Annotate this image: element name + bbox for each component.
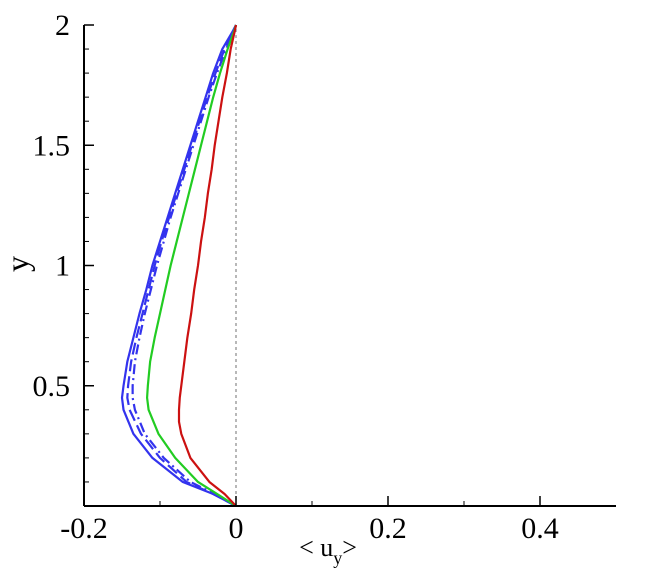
x-axis-label: < uy>	[299, 533, 357, 568]
y-axis-label: y	[0, 256, 35, 272]
y-tick-label: 2	[55, 9, 70, 42]
series-layer	[120, 24, 238, 507]
ticks-layer: -0.2 0 0.2 0.4 0.5 1 1.5 2	[33, 9, 559, 545]
series-line-3	[131, 24, 238, 507]
axes-layer	[83, 25, 616, 507]
y-tick-label: 1.5	[33, 129, 71, 162]
x-tick-label: -0.2	[60, 512, 108, 545]
x-tick-label: 0.4	[521, 512, 559, 545]
series-line-1	[120, 24, 237, 507]
series-line-5	[177, 24, 238, 507]
x-axis-label-close: >	[342, 533, 357, 562]
series-line-4	[145, 24, 238, 507]
y-tick-label: 1	[55, 250, 70, 283]
series-line-2	[126, 24, 238, 507]
x-axis-label-subscript: y	[333, 548, 342, 568]
x-axis-label-main: < u	[299, 533, 333, 562]
x-tick-label: 0.2	[369, 512, 407, 545]
y-tick-label: 0.5	[33, 370, 71, 403]
x-tick-label: 0	[229, 512, 244, 545]
